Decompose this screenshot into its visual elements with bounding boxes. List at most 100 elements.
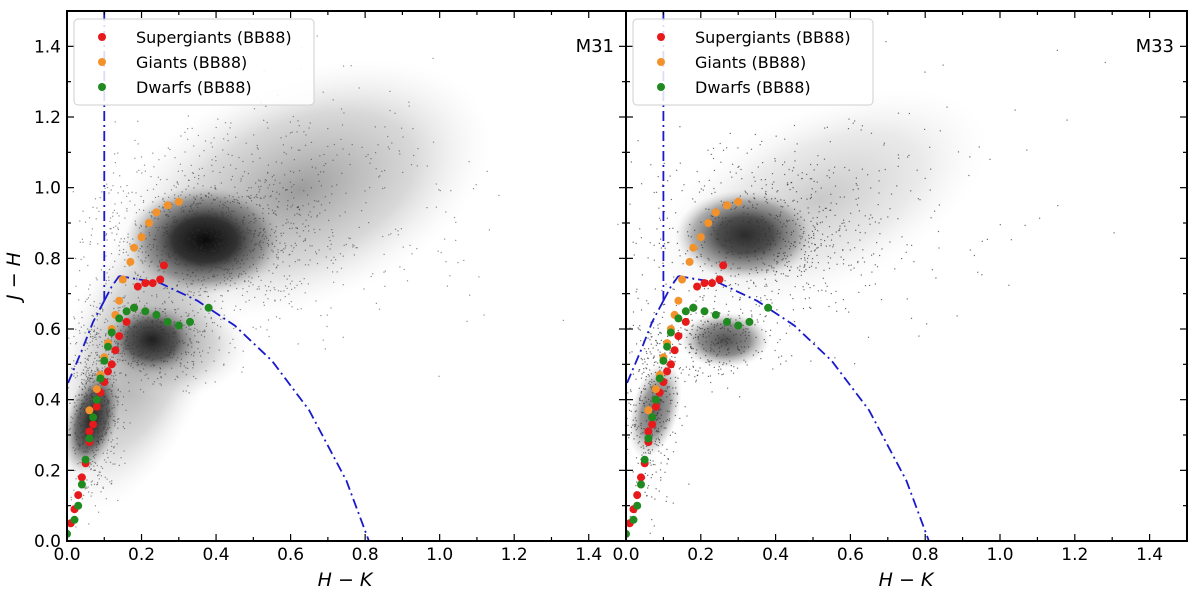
cloud-point [663, 162, 665, 164]
cloud-point [659, 408, 662, 410]
cloud-point [713, 229, 715, 232]
cloud-point [187, 115, 189, 117]
cloud-point [753, 231, 755, 233]
cloud-point [201, 361, 203, 363]
cloud-point [99, 382, 101, 384]
cloud-point [369, 162, 371, 164]
cloud-point [169, 357, 171, 359]
cloud-point [653, 364, 655, 366]
cloud-point [105, 334, 107, 336]
cloud-point [262, 212, 264, 214]
cloud-point [88, 374, 90, 376]
cloud-point [749, 201, 751, 203]
cloud-point [90, 458, 92, 461]
cloud-point [229, 260, 231, 262]
cloud-point [179, 365, 182, 367]
cloud-point [777, 341, 779, 344]
cloud-point [267, 204, 269, 206]
cloud-point [98, 511, 100, 513]
cloud-point [85, 425, 87, 427]
cloud-point [204, 331, 206, 333]
cloud-point [279, 182, 281, 184]
cloud-point [855, 177, 857, 179]
cloud-point [774, 160, 776, 162]
cloud-point [713, 169, 715, 171]
cloud-point [730, 275, 732, 277]
cloud-point [135, 273, 137, 275]
cloud-point [197, 331, 199, 333]
cloud-point [870, 187, 872, 189]
cloud-point [86, 479, 88, 481]
cloud-point [83, 409, 86, 412]
cloud-point [123, 238, 125, 240]
x-tick-label: 1.2 [501, 545, 528, 565]
cloud-point [157, 270, 159, 272]
cloud-point [724, 244, 726, 246]
cloud-point [861, 168, 863, 170]
cloud-point [203, 214, 205, 216]
cloud-point [821, 221, 823, 223]
cloud-point [72, 447, 74, 449]
cloud-point [671, 399, 673, 401]
cloud-point [197, 203, 199, 205]
cloud-point [807, 283, 810, 285]
cloud-point [91, 405, 94, 407]
cloud-point [714, 300, 716, 303]
cloud-point [148, 332, 150, 334]
cloud-point [643, 405, 645, 407]
cloud-point [649, 351, 651, 353]
cloud-point [98, 357, 101, 359]
cloud-point [720, 200, 722, 202]
cloud-point [174, 321, 176, 323]
cloud-point [660, 238, 662, 240]
cloud-point [808, 255, 810, 257]
cloud-point [225, 257, 228, 260]
cloud-point [111, 356, 113, 358]
cloud-point [216, 216, 218, 218]
cloud-point [659, 398, 661, 401]
cloud-point [862, 249, 864, 251]
cloud-point [747, 238, 749, 240]
cloud-point [233, 201, 235, 203]
cloud-point [753, 283, 755, 285]
cloud-point [82, 440, 85, 443]
cloud-point [349, 163, 351, 166]
cloud-point [211, 226, 213, 228]
cloud-point [731, 251, 733, 253]
cloud-point [669, 399, 672, 402]
cloud-point [897, 165, 899, 167]
dwarf-point [81, 455, 90, 464]
cloud-point [76, 372, 78, 374]
cloud-point [267, 319, 270, 321]
cloud-point [810, 307, 812, 309]
cloud-point [134, 223, 136, 225]
cloud-point [640, 309, 643, 311]
cloud-point [331, 229, 333, 231]
cloud-point [106, 186, 109, 189]
cloud-point [406, 280, 409, 282]
cloud-point [258, 232, 260, 234]
cloud-point [165, 241, 167, 243]
cloud-point [258, 244, 260, 246]
cloud-point [81, 388, 83, 390]
cloud-point [666, 379, 668, 381]
cloud-point [835, 231, 837, 233]
cloud-point [236, 261, 238, 263]
cloud-point [163, 210, 165, 212]
cloud-point [320, 185, 322, 187]
cloud-point [98, 443, 100, 445]
cloud-point [146, 302, 148, 304]
cloud-point [637, 442, 639, 444]
cloud-point [222, 149, 224, 151]
cloud-point [318, 200, 320, 202]
cloud-point [645, 388, 647, 390]
cloud-point [92, 381, 94, 383]
cloud-point [84, 488, 86, 490]
cloud-point [938, 204, 940, 206]
cloud-point [177, 195, 180, 197]
cloud-point [282, 251, 284, 253]
y-tick-label: 0.4 [34, 391, 61, 411]
cloud-point [227, 269, 229, 271]
cloud-point [281, 249, 283, 251]
cloud-point [737, 267, 739, 269]
